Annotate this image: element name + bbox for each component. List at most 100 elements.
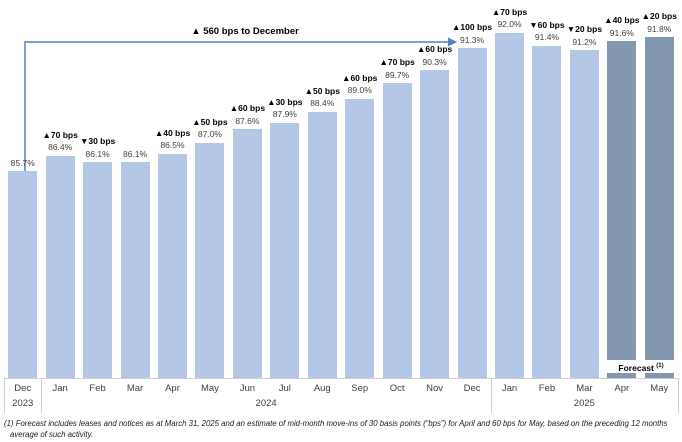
- bar-label-sep-9: ▲60 bps 89.0%: [328, 72, 392, 97]
- occupancy-value-label: 86.4%: [48, 142, 73, 153]
- bar-label-may-5: ▲50 bps 87.0%: [178, 116, 242, 141]
- axis-month-mar-15: Mar: [576, 383, 593, 394]
- x-axis-line: [4, 378, 678, 379]
- axis-month-may-5: May: [200, 383, 219, 394]
- bps-change-label: ▲40 bps: [604, 15, 640, 26]
- bar-label-jun-6: ▲60 bps 87.6%: [215, 102, 279, 127]
- axis-year-2024: 2024: [255, 398, 277, 409]
- axis-month-jan-1: Jan: [52, 383, 68, 394]
- bps-change-label: ▲60 bps: [229, 103, 266, 114]
- bar-label-jan-1: ▲70 bps 86.4%: [28, 129, 92, 154]
- forecast-footnote-marker: (1): [656, 363, 664, 369]
- bar-apr-16-forecast: [607, 41, 637, 378]
- bps-change-label: ▲60 bps: [342, 72, 378, 83]
- occupancy-value-label: 91.8%: [647, 23, 672, 34]
- axis-month-jun-6: Jun: [239, 383, 256, 394]
- occupancy-value-label: 91.6%: [609, 27, 634, 38]
- bar-label-dec-12: ▲100 bps 91.3%: [440, 21, 504, 46]
- axis-group-divider: [41, 378, 43, 413]
- bar-label-apr-16: ▲40 bps 91.6%: [590, 14, 654, 39]
- bar-feb-2: [83, 162, 113, 378]
- occupancy-value-label: 90.3%: [422, 56, 447, 67]
- axis-month-aug-8: Aug: [313, 383, 331, 394]
- bar-jul-7: [270, 122, 300, 378]
- bar-label-mar-15: ▼20 bps 91.2%: [552, 23, 616, 48]
- bar-label-jul-7: ▲30 bps 87.9%: [253, 96, 317, 121]
- bar-jan-1: [45, 155, 75, 378]
- occupancy-value-label: 91.3%: [459, 34, 485, 45]
- bar-dec-0: [8, 171, 38, 378]
- axis-month-oct-10: Oct: [389, 383, 405, 394]
- bar-nov-11: [420, 70, 450, 378]
- occupancy-value-label: 88.4%: [310, 98, 335, 109]
- forecast-label: Forecast (1): [600, 360, 682, 373]
- bar-label-feb-2: ▼30 bps 86.1%: [66, 135, 130, 160]
- axis-month-jul-7: Jul: [278, 383, 291, 394]
- bps-change-label: ▲60 bps: [416, 44, 453, 54]
- bps-change-label: ▼30 bps: [79, 136, 116, 147]
- axis-month-feb-2: Feb: [89, 383, 106, 394]
- bar-may-17-forecast: [644, 37, 674, 378]
- axis-month-sep-9: Sep: [351, 383, 369, 394]
- bar-aug-8: [307, 111, 337, 378]
- axis-year-2025: 2025: [573, 398, 595, 409]
- axis-month-mar-3: Mar: [126, 383, 144, 394]
- axis-group-divider: [4, 378, 5, 413]
- bar-mar-3: [120, 162, 150, 378]
- axis-month-dec-0: Dec: [14, 383, 32, 394]
- axis-group-divider: [490, 378, 492, 413]
- forecast-label-text: Forecast: [618, 363, 654, 373]
- bps-change-label: ▲30 bps: [267, 96, 303, 107]
- axis-month-feb-14: Feb: [538, 383, 556, 394]
- bps-change-label: ▲100 bps: [452, 22, 493, 32]
- bps-change-label: ▲50 bps: [192, 116, 228, 127]
- x-axis: Dec Jan Feb Mar Apr May Jun Jul Aug Sep Oct Nov Dec J…: [0, 378, 682, 416]
- bar-jan-13: [495, 32, 524, 378]
- bps-change-label: ▲70 bps: [42, 129, 78, 140]
- bar-label-dec-0: 85.7%: [0, 157, 55, 170]
- bar-label-jan-13: ▲70 bps 92.0%: [478, 6, 542, 31]
- bps-change-label: ▲50 bps: [304, 85, 340, 96]
- axis-month-apr-4: Apr: [165, 383, 180, 394]
- occupancy-value-label: 87.9%: [272, 109, 297, 120]
- bar-jun-6: [232, 129, 262, 378]
- occupancy-value-label: 89.0%: [347, 85, 372, 96]
- footnote: (1) Forecast includes leases and notices…: [4, 419, 668, 439]
- bps-change-label: ▲20 bps: [641, 11, 677, 21]
- bar-mar-15: [569, 50, 599, 378]
- axis-group-divider: [677, 378, 679, 413]
- occupancy-value-label: 92.0%: [497, 19, 522, 30]
- bar-apr-4: [158, 153, 187, 378]
- bar-sep-9: [345, 98, 375, 378]
- bar-label-may-17: ▲20 bps 91.8%: [627, 10, 682, 35]
- bar-label-mar-3: 86.1%: [103, 148, 167, 161]
- bps-change-label: ▲70 bps: [491, 6, 528, 17]
- occupancy-value-label: 85.7%: [10, 157, 35, 168]
- bar-label-oct-10: ▲70 bps 89.7%: [365, 56, 429, 81]
- bar-label-nov-11: ▲60 bps 90.3%: [403, 43, 467, 68]
- bps-change-label: ▼20 bps: [566, 24, 603, 35]
- bps-change-label: ▲40 bps: [154, 127, 191, 138]
- bar-dec-12: [457, 48, 487, 378]
- axis-month-jan-13: Jan: [501, 383, 518, 394]
- axis-month-nov-11: Nov: [426, 383, 444, 394]
- occupancy-value-label: 89.7%: [385, 69, 410, 80]
- occupancy-value-label: 86.1%: [122, 148, 148, 159]
- axis-month-apr-16: Apr: [614, 383, 630, 394]
- axis-month-dec-12: Dec: [463, 383, 481, 394]
- occupancy-value-label: 91.4%: [534, 32, 559, 43]
- bar-label-apr-4: ▲40 bps 86.5%: [141, 127, 205, 152]
- occupancy-value-label: 87.6%: [235, 115, 260, 126]
- bar-label-aug-8: ▲50 bps 88.4%: [290, 85, 354, 110]
- occupancy-value-label: 86.5%: [160, 140, 185, 151]
- occupancy-value-label: 91.2%: [572, 36, 597, 47]
- bps-change-label: ▼60 bps: [529, 19, 565, 30]
- occupancy-value-label: 87.0%: [197, 129, 222, 140]
- bar-label-feb-14: ▼60 bps 91.4%: [515, 19, 579, 44]
- occupancy-value-label: 86.1%: [85, 148, 110, 159]
- bar-may-5: [195, 142, 225, 378]
- axis-year-2023: 2023: [12, 398, 34, 409]
- annotation-560bps: ▲ 560 bps to December: [191, 26, 299, 37]
- bar-oct-10: [382, 83, 412, 378]
